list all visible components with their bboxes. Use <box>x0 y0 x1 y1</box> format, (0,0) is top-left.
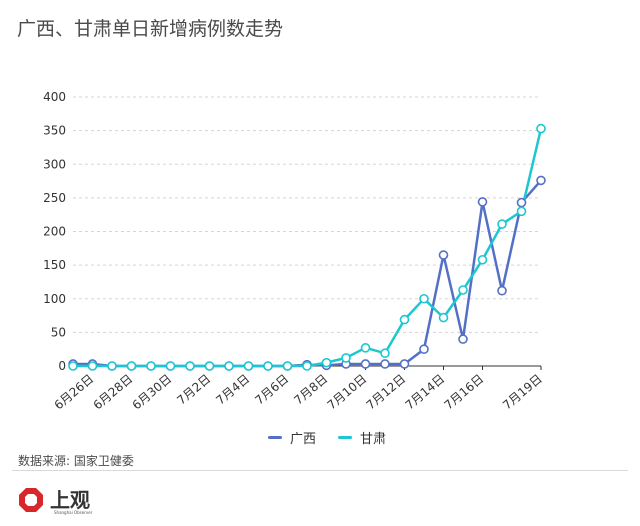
data-point-0[interactable] <box>477 197 488 207</box>
data-point-1[interactable] <box>87 361 98 371</box>
data-point-1[interactable] <box>126 361 137 371</box>
data-point-0[interactable] <box>438 250 449 260</box>
chart-title: 广西、甘肃单日新增病例数走势 <box>17 18 284 40</box>
legend-label-gansu: 甘肃 <box>360 432 387 447</box>
y-tick-label: 100 <box>43 292 66 306</box>
data-point-0[interactable] <box>380 359 390 369</box>
data-point-1[interactable] <box>380 348 390 359</box>
data-point-1[interactable] <box>204 361 215 371</box>
brand-logo[interactable]: 上观 Shanghai Observer <box>18 482 93 518</box>
x-tick-label: 7月10日 <box>324 372 369 413</box>
data-point-1[interactable] <box>516 206 527 217</box>
legend-item-gansu[interactable]: 甘肃 <box>338 428 386 447</box>
data-point-1[interactable] <box>438 312 449 323</box>
brand-subtitle: Shanghai Observer <box>54 510 93 515</box>
x-tick-label: 6月30日 <box>129 372 174 413</box>
data-point-1[interactable] <box>107 361 117 371</box>
data-point-1[interactable] <box>165 361 176 371</box>
data-point-1[interactable] <box>146 361 156 371</box>
y-tick-label: 0 <box>58 359 66 373</box>
data-point-1[interactable] <box>477 254 488 265</box>
data-point-1[interactable] <box>458 285 468 295</box>
legend-label-guangxi: 广西 <box>290 432 317 447</box>
x-tick-label: 7月6日 <box>252 372 291 408</box>
x-tick-label: 6月26日 <box>51 372 96 413</box>
data-point-1[interactable] <box>536 123 546 134</box>
y-tick-label: 150 <box>43 258 66 272</box>
series-layer <box>68 123 546 371</box>
data-point-1[interactable] <box>321 357 332 368</box>
data-point-1[interactable] <box>341 353 351 363</box>
data-point-1[interactable] <box>185 361 195 371</box>
y-tick-label: 300 <box>43 157 66 171</box>
data-point-1[interactable] <box>399 314 410 325</box>
data-point-1[interactable] <box>68 361 78 371</box>
data-point-1[interactable] <box>497 219 507 229</box>
x-tick-label: 7月12日 <box>363 372 408 413</box>
data-point-0[interactable] <box>536 175 546 186</box>
legend-item-guangxi[interactable]: 广西 <box>268 428 316 447</box>
x-tick-label: 7月14日 <box>402 372 447 413</box>
brand-octagon-icon <box>19 488 43 512</box>
y-tick-label: 400 <box>43 90 66 104</box>
data-point-0[interactable] <box>497 285 507 296</box>
data-point-0[interactable] <box>516 197 527 208</box>
x-tick-label: 7月2日 <box>174 372 213 408</box>
data-point-1[interactable] <box>224 361 234 371</box>
legend-swatch-gansu <box>338 436 353 439</box>
data-point-0[interactable] <box>399 359 410 369</box>
footer-divider <box>12 470 628 471</box>
brand-name: 上观 <box>50 488 90 512</box>
legend: 广西 甘肃 <box>268 428 408 447</box>
data-point-0[interactable] <box>419 344 429 354</box>
data-source: 数据来源: 国家卫健委 <box>18 454 134 468</box>
data-point-1[interactable] <box>302 361 312 371</box>
data-point-1[interactable] <box>263 361 273 371</box>
data-point-1[interactable] <box>282 361 293 371</box>
data-point-1[interactable] <box>360 343 371 353</box>
data-point-0[interactable] <box>458 334 468 344</box>
data-point-1[interactable] <box>419 293 429 304</box>
data-point-0[interactable] <box>360 359 371 369</box>
x-tick-label: 6月28日 <box>90 372 135 413</box>
y-tick-label: 200 <box>43 225 66 239</box>
y-tick-label: 350 <box>43 124 66 138</box>
x-tick-label: 7月19日 <box>500 372 545 413</box>
data-point-1[interactable] <box>243 361 254 371</box>
y-tick-label: 50 <box>51 325 66 339</box>
series-line-0 <box>73 179 542 368</box>
grid-layer <box>73 96 541 333</box>
x-tick-label: 7月16日 <box>441 372 486 413</box>
y-tick-label: 250 <box>43 191 66 205</box>
legend-swatch-guangxi <box>268 436 282 439</box>
x-tick-label: 7月4日 <box>213 372 252 408</box>
